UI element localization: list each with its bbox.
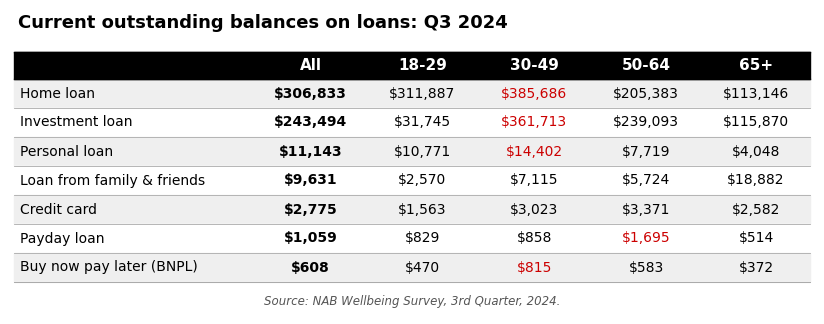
Text: $1,059: $1,059: [283, 232, 337, 246]
Text: $583: $583: [629, 260, 664, 274]
Bar: [14, 253, 810, 282]
Text: Credit card: Credit card: [20, 202, 97, 216]
Text: $113,146: $113,146: [723, 87, 789, 100]
Bar: [14, 137, 810, 166]
Text: $2,582: $2,582: [732, 202, 780, 216]
Text: $115,870: $115,870: [723, 115, 789, 130]
Text: $361,713: $361,713: [501, 115, 568, 130]
Text: Investment loan: Investment loan: [20, 115, 133, 130]
Text: Source: NAB Wellbeing Survey, 3rd Quarter, 2024.: Source: NAB Wellbeing Survey, 3rd Quarte…: [264, 295, 560, 308]
Text: $470: $470: [405, 260, 440, 274]
Text: Personal loan: Personal loan: [20, 145, 113, 158]
Text: $9,631: $9,631: [283, 173, 337, 188]
Text: $372: $372: [738, 260, 774, 274]
Text: $11,143: $11,143: [279, 145, 342, 158]
Text: $829: $829: [405, 232, 440, 246]
Text: Buy now pay later (BNPL): Buy now pay later (BNPL): [20, 260, 198, 274]
Text: $31,745: $31,745: [394, 115, 451, 130]
Text: Current outstanding balances on loans: Q3 2024: Current outstanding balances on loans: Q…: [18, 14, 508, 32]
Text: $7,719: $7,719: [622, 145, 671, 158]
Text: Loan from family & friends: Loan from family & friends: [20, 173, 205, 188]
Bar: [14, 166, 810, 195]
Text: $1,695: $1,695: [622, 232, 671, 246]
Text: $10,771: $10,771: [394, 145, 451, 158]
Text: $2,570: $2,570: [398, 173, 447, 188]
Text: 65+: 65+: [739, 58, 773, 73]
Text: $608: $608: [291, 260, 330, 274]
Text: All: All: [299, 58, 321, 73]
Text: $385,686: $385,686: [501, 87, 568, 100]
Bar: [14, 108, 810, 137]
Text: $239,093: $239,093: [613, 115, 679, 130]
Text: $4,048: $4,048: [732, 145, 780, 158]
Bar: [14, 79, 810, 108]
Text: $311,887: $311,887: [389, 87, 456, 100]
Bar: [14, 195, 810, 224]
Text: $18,882: $18,882: [728, 173, 784, 188]
Text: $858: $858: [517, 232, 552, 246]
Bar: [14, 52, 810, 79]
Text: $7,115: $7,115: [510, 173, 559, 188]
Text: $14,402: $14,402: [506, 145, 563, 158]
Text: $2,775: $2,775: [283, 202, 337, 216]
Text: Home loan: Home loan: [20, 87, 95, 100]
Text: $514: $514: [738, 232, 774, 246]
Text: $1,563: $1,563: [398, 202, 447, 216]
Text: $243,494: $243,494: [274, 115, 347, 130]
Text: $5,724: $5,724: [622, 173, 671, 188]
Text: Payday loan: Payday loan: [20, 232, 105, 246]
Text: $205,383: $205,383: [613, 87, 679, 100]
Text: 50-64: 50-64: [622, 58, 671, 73]
Text: 18-29: 18-29: [398, 58, 447, 73]
Text: $815: $815: [517, 260, 552, 274]
Text: $3,371: $3,371: [622, 202, 671, 216]
Text: $306,833: $306,833: [274, 87, 347, 100]
Bar: [14, 224, 810, 253]
Text: $3,023: $3,023: [510, 202, 559, 216]
Text: 30-49: 30-49: [510, 58, 559, 73]
